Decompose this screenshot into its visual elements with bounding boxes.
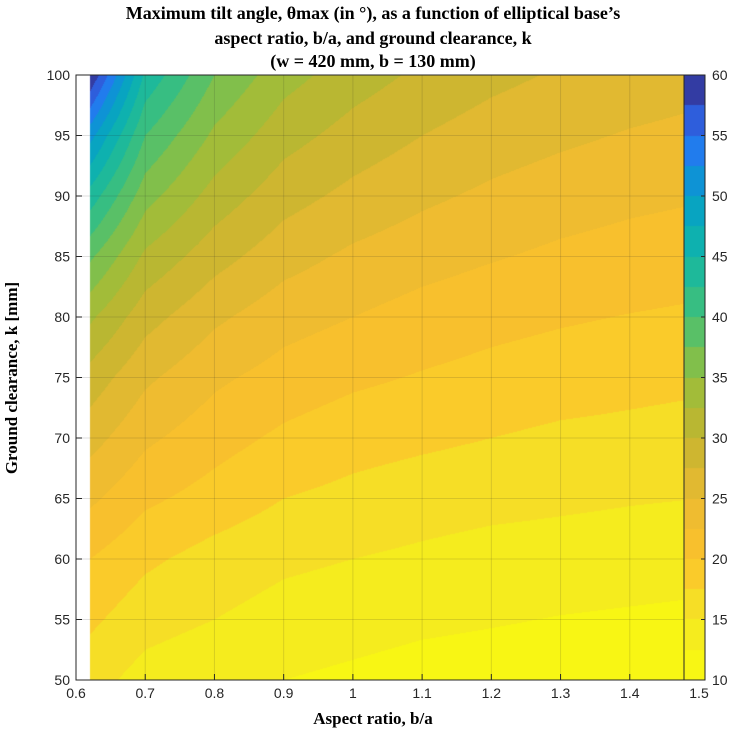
title-line-3: (w = 420 mm, b = 130 mm) <box>270 51 476 72</box>
x-tick-label: 1.3 <box>551 685 571 701</box>
y-tick-label: 55 <box>54 612 70 628</box>
chart-title: Maximum tilt angle, θmax (in °), as a fu… <box>126 3 620 72</box>
x-tick-label: 0.9 <box>274 685 294 701</box>
y-tick-label: 50 <box>54 672 70 688</box>
y-tick-label: 80 <box>54 309 70 325</box>
colorbar-tick-label: 50 <box>712 188 728 204</box>
x-tick-label: 1.2 <box>482 685 502 701</box>
x-tick-label: 0.6 <box>66 685 86 701</box>
y-tick-label: 70 <box>54 430 70 446</box>
colorbar-tick-label: 55 <box>712 128 728 144</box>
x-axis-ticks: 0.6 0.7 0.8 0.9 1 1.1 1.2 1.3 1.4 1.5 <box>66 674 709 701</box>
y-tick-label: 75 <box>54 370 70 386</box>
x-tick-label: 1.4 <box>620 685 640 701</box>
colorbar-tick-label: 15 <box>712 612 728 628</box>
x-tick-label: 0.8 <box>205 685 225 701</box>
y-axis-label: Ground clearance, k [mm] <box>2 282 21 474</box>
x-axis-label: Aspect ratio, b/a <box>313 709 433 728</box>
y-tick-label: 60 <box>54 551 70 567</box>
y-tick-label: 90 <box>54 188 70 204</box>
y-tick-label: 85 <box>54 249 70 265</box>
y-tick-label: 100 <box>47 67 71 83</box>
colorbar <box>684 75 705 680</box>
y-tick-label: 65 <box>54 491 70 507</box>
colorbar-tick-label: 20 <box>712 551 728 567</box>
x-tick-label: 0.7 <box>135 685 155 701</box>
colorbar-tick-label: 45 <box>712 249 728 265</box>
title-line-1: Maximum tilt angle, θmax (in °), as a fu… <box>126 3 620 24</box>
colorbar-tick-label: 25 <box>712 491 728 507</box>
x-tick-label: 1.1 <box>412 685 432 701</box>
colorbar-tick-label: 10 <box>712 672 728 688</box>
y-tick-label: 95 <box>54 128 70 144</box>
y-axis-ticks: 50 55 60 65 70 75 80 85 90 95 100 <box>47 67 82 688</box>
colorbar-tick-label: 60 <box>712 67 728 83</box>
colorbar-tick-label: 35 <box>712 370 728 386</box>
colorbar-tick-label: 30 <box>712 430 728 446</box>
x-tick-label: 1 <box>349 685 357 701</box>
colorbar-ticks: 10 15 20 25 30 35 40 45 50 55 60 <box>701 67 728 688</box>
contour-plot-area <box>76 75 699 680</box>
title-line-2: aspect ratio, b/a, and ground clearance,… <box>214 28 531 48</box>
x-tick-label: 1.5 <box>689 685 709 701</box>
colorbar-tick-label: 40 <box>712 309 728 325</box>
